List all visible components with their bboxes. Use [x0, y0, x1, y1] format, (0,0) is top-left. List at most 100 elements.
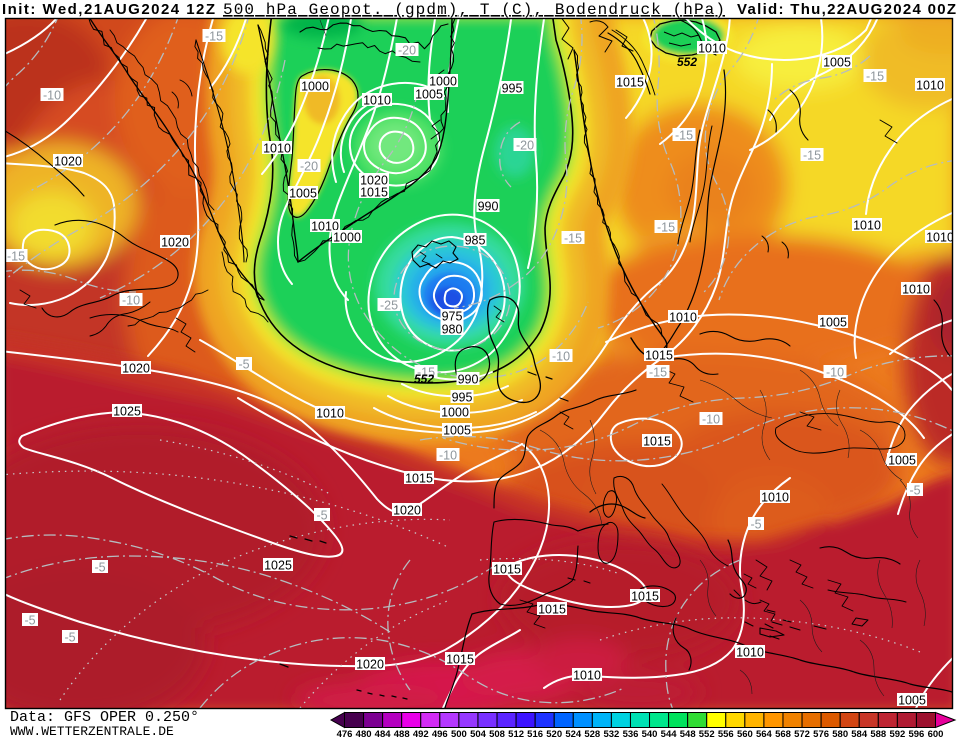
- svg-text:1010: 1010: [263, 142, 291, 156]
- svg-text:512: 512: [508, 729, 524, 740]
- svg-text:975: 975: [442, 310, 463, 324]
- svg-text:1010: 1010: [669, 311, 697, 325]
- svg-text:508: 508: [489, 729, 505, 740]
- svg-text:552: 552: [677, 55, 697, 69]
- svg-text:-15: -15: [866, 70, 884, 84]
- svg-text:1000: 1000: [333, 231, 361, 245]
- svg-text:588: 588: [870, 729, 886, 740]
- svg-text:995: 995: [502, 82, 523, 96]
- svg-text:1015: 1015: [360, 186, 388, 200]
- svg-text:1010: 1010: [736, 646, 764, 660]
- svg-text:1010: 1010: [761, 491, 789, 505]
- svg-text:1020: 1020: [122, 362, 150, 376]
- svg-text:-10: -10: [826, 366, 844, 380]
- svg-text:1025: 1025: [113, 405, 141, 419]
- svg-text:476: 476: [337, 729, 353, 740]
- svg-text:1010: 1010: [926, 231, 954, 245]
- svg-text:552: 552: [699, 729, 715, 740]
- svg-text:-5: -5: [750, 518, 761, 532]
- svg-text:580: 580: [832, 729, 848, 740]
- svg-text:564: 564: [756, 729, 773, 740]
- svg-text:1015: 1015: [631, 590, 659, 604]
- svg-text:-5: -5: [909, 484, 920, 498]
- svg-text:480: 480: [356, 729, 372, 740]
- svg-text:568: 568: [775, 729, 791, 740]
- svg-text:Init: Wed,21AUG2024 12Z: Init: Wed,21AUG2024 12Z: [2, 1, 215, 18]
- svg-text:-10: -10: [439, 449, 457, 463]
- svg-text:500: 500: [451, 729, 467, 740]
- svg-text:492: 492: [413, 729, 429, 740]
- svg-text:1005: 1005: [819, 316, 847, 330]
- svg-text:-5: -5: [64, 631, 75, 645]
- svg-text:-15: -15: [675, 129, 693, 143]
- svg-text:-10: -10: [43, 89, 61, 103]
- svg-text:504: 504: [470, 729, 487, 740]
- svg-text:520: 520: [546, 729, 562, 740]
- svg-text:WWW.WETTERZENTRALE.DE: WWW.WETTERZENTRALE.DE: [10, 724, 174, 739]
- svg-text:1010: 1010: [316, 407, 344, 421]
- svg-text:496: 496: [432, 729, 448, 740]
- svg-text:532: 532: [603, 729, 619, 740]
- svg-text:1010: 1010: [363, 94, 391, 108]
- svg-text:572: 572: [794, 729, 810, 740]
- svg-text:576: 576: [813, 729, 829, 740]
- svg-text:-10: -10: [552, 350, 570, 364]
- svg-text:1005: 1005: [443, 424, 471, 438]
- svg-text:Data: GFS OPER 0.250°: Data: GFS OPER 0.250°: [10, 709, 199, 726]
- svg-text:540: 540: [642, 729, 658, 740]
- svg-text:990: 990: [478, 200, 499, 214]
- svg-text:1010: 1010: [902, 283, 930, 297]
- svg-text:-20: -20: [300, 160, 318, 174]
- svg-text:1005: 1005: [898, 694, 926, 708]
- svg-text:1025: 1025: [264, 559, 292, 573]
- svg-text:-10: -10: [702, 413, 720, 427]
- svg-text:-15: -15: [657, 221, 675, 235]
- svg-text:556: 556: [718, 729, 734, 740]
- svg-text:1010: 1010: [853, 219, 881, 233]
- svg-text:-5: -5: [24, 614, 35, 628]
- svg-text:985: 985: [465, 234, 486, 248]
- svg-text:524: 524: [565, 729, 582, 740]
- svg-text:544: 544: [661, 729, 678, 740]
- svg-text:1000: 1000: [429, 75, 457, 89]
- svg-text:-15: -15: [417, 366, 435, 380]
- svg-text:1005: 1005: [888, 454, 916, 468]
- svg-text:552: 552: [414, 372, 434, 386]
- svg-text:1010: 1010: [698, 42, 726, 56]
- svg-text:516: 516: [527, 729, 543, 740]
- svg-text:-15: -15: [564, 232, 582, 246]
- svg-text:1020: 1020: [54, 155, 82, 169]
- svg-text:1010: 1010: [916, 79, 944, 93]
- svg-text:1015: 1015: [405, 472, 433, 486]
- svg-text:Valid: Thu,22AUG2024 00Z: Valid: Thu,22AUG2024 00Z: [737, 1, 956, 18]
- svg-text:990: 990: [458, 373, 479, 387]
- svg-text:1005: 1005: [823, 56, 851, 70]
- svg-text:-20: -20: [398, 44, 416, 58]
- svg-text:-5: -5: [238, 358, 249, 372]
- svg-text:500 hPa Geopot. (gpdm), T (C),: 500 hPa Geopot. (gpdm), T (C), Bodendruc…: [223, 1, 725, 19]
- svg-text:-25: -25: [380, 299, 398, 313]
- svg-text:1015: 1015: [493, 563, 521, 577]
- svg-text:1020: 1020: [360, 174, 388, 188]
- svg-text:528: 528: [584, 729, 600, 740]
- svg-text:484: 484: [375, 729, 392, 740]
- svg-text:1000: 1000: [301, 80, 329, 94]
- svg-text:-10: -10: [122, 294, 140, 308]
- svg-text:584: 584: [851, 729, 868, 740]
- svg-text:-5: -5: [94, 561, 105, 575]
- svg-text:-15: -15: [205, 30, 223, 44]
- svg-text:1020: 1020: [161, 236, 189, 250]
- svg-text:1000: 1000: [441, 406, 469, 420]
- svg-text:995: 995: [452, 391, 473, 405]
- svg-text:980: 980: [442, 323, 463, 337]
- svg-text:536: 536: [623, 729, 639, 740]
- svg-text:1005: 1005: [289, 187, 317, 201]
- svg-text:488: 488: [394, 729, 410, 740]
- svg-text:548: 548: [680, 729, 696, 740]
- svg-text:600: 600: [928, 729, 944, 740]
- svg-text:1015: 1015: [643, 435, 671, 449]
- svg-text:1005: 1005: [415, 88, 443, 102]
- svg-text:1010: 1010: [573, 669, 601, 683]
- svg-text:1010: 1010: [311, 220, 339, 234]
- svg-text:1015: 1015: [538, 603, 566, 617]
